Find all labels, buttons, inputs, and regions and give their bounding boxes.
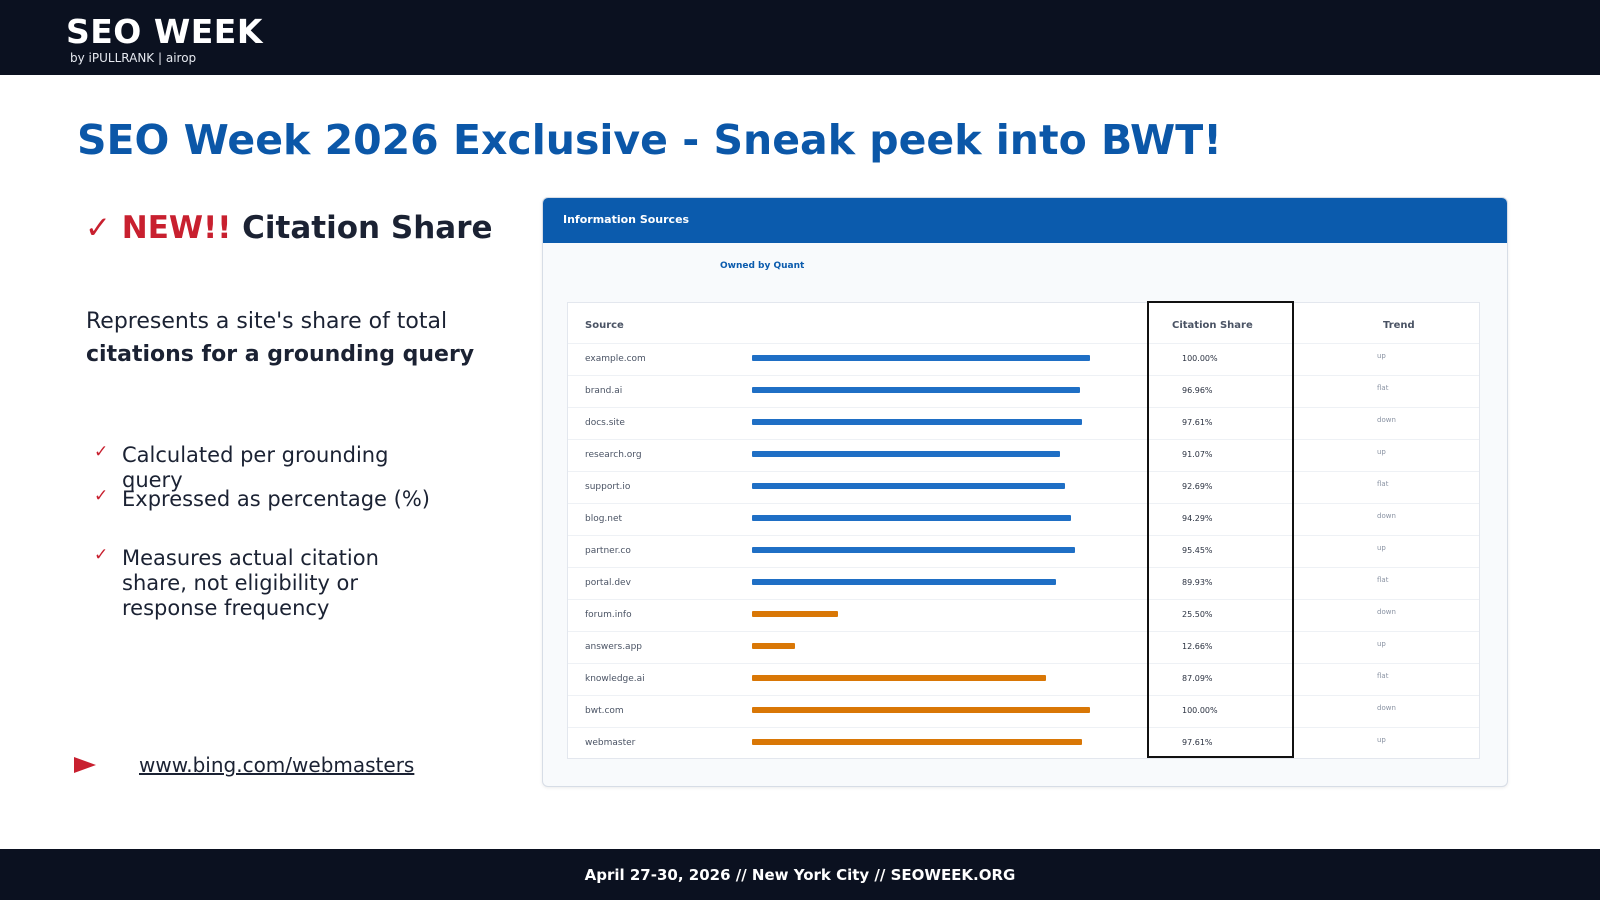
table-row[interactable]: research.org 91.07% up bbox=[568, 439, 1479, 471]
check-icon: ✓ bbox=[94, 486, 109, 506]
citation-share-value: 87.09% bbox=[1182, 674, 1213, 683]
check-icon: ✓ bbox=[94, 545, 109, 565]
table-row[interactable]: bwt.com 100.00% down bbox=[568, 695, 1479, 727]
source-name: brand.ai bbox=[585, 386, 623, 396]
trend-value: flat bbox=[1377, 576, 1389, 584]
trend-value: down bbox=[1377, 512, 1396, 520]
citation-share-bar bbox=[752, 355, 1090, 361]
source-name: support.io bbox=[585, 482, 631, 492]
sources-table: Source Citation Share Trend example.com 1… bbox=[567, 302, 1480, 759]
trend-value: down bbox=[1377, 704, 1396, 712]
citation-share-bar bbox=[752, 483, 1065, 489]
trend-value: down bbox=[1377, 416, 1396, 424]
source-name: bwt.com bbox=[585, 706, 624, 716]
footer-bar: April 27-30, 2026 // New York City // SE… bbox=[0, 849, 1600, 900]
table-row[interactable]: partner.co 95.45% up bbox=[568, 535, 1479, 567]
description-line-2: citations for a grounding query bbox=[86, 342, 475, 367]
citation-share-value: 25.50% bbox=[1182, 610, 1213, 619]
feature-name: Citation Share bbox=[242, 210, 493, 246]
webmasters-link[interactable]: www.bing.com/webmasters bbox=[139, 753, 415, 777]
feature-description: Represents a site's share of total citat… bbox=[86, 305, 486, 371]
source-name: webmaster bbox=[585, 738, 636, 748]
trend-value: flat bbox=[1377, 672, 1389, 680]
trend-value: up bbox=[1377, 448, 1386, 456]
table-row[interactable]: brand.ai 96.96% flat bbox=[568, 375, 1479, 407]
top-bar: SEO WEEK by iPULLRANK | airop bbox=[0, 0, 1600, 75]
citation-share-bar bbox=[752, 419, 1082, 425]
trend-value: up bbox=[1377, 352, 1386, 360]
citation-share-value: 89.93% bbox=[1182, 578, 1213, 587]
citation-share-bar bbox=[752, 707, 1090, 713]
panel-header: Information Sources bbox=[543, 198, 1507, 243]
trend-value: flat bbox=[1377, 480, 1389, 488]
citation-share-value: 100.00% bbox=[1182, 354, 1218, 363]
citation-share-value: 97.61% bbox=[1182, 738, 1213, 747]
table-row[interactable]: example.com 100.00% up bbox=[568, 343, 1479, 375]
seo-week-logo: SEO WEEK bbox=[66, 12, 263, 51]
trend-value: flat bbox=[1377, 384, 1389, 392]
source-name: forum.info bbox=[585, 610, 632, 620]
table-row[interactable]: docs.site 97.61% down bbox=[568, 407, 1479, 439]
citation-share-value: 94.29% bbox=[1182, 514, 1213, 523]
check-icon: ✓ bbox=[94, 442, 109, 462]
source-name: docs.site bbox=[585, 418, 625, 428]
citation-share-bar bbox=[752, 739, 1082, 745]
source-name: research.org bbox=[585, 450, 642, 460]
table-row[interactable]: support.io 92.69% flat bbox=[568, 471, 1479, 503]
arrow-icon bbox=[74, 757, 96, 773]
bullet-text: Expressed as percentage (%) bbox=[122, 487, 430, 511]
citation-share-bar bbox=[752, 547, 1075, 553]
table-row[interactable]: blog.net 94.29% down bbox=[568, 503, 1479, 535]
citation-share-value: 12.66% bbox=[1182, 642, 1213, 651]
bullet-text: Calculated per grounding query bbox=[122, 443, 389, 492]
source-name: blog.net bbox=[585, 514, 623, 524]
citation-share-value: 95.45% bbox=[1182, 546, 1213, 555]
source-name: partner.co bbox=[585, 546, 631, 556]
page-title: SEO Week 2026 Exclusive - Sneak peek int… bbox=[77, 116, 1222, 164]
panel-title: Information Sources bbox=[563, 213, 690, 226]
description-line-1: Represents a site's share of total bbox=[86, 309, 448, 334]
citation-share-value: 97.61% bbox=[1182, 418, 1213, 427]
citation-share-bar bbox=[752, 387, 1080, 393]
citation-share-bar bbox=[752, 643, 795, 649]
column-header-trend[interactable]: Trend bbox=[1383, 320, 1415, 331]
source-name: knowledge.ai bbox=[585, 674, 645, 684]
source-name: example.com bbox=[585, 354, 646, 364]
bullet-text: Measures actual citation share, not elig… bbox=[122, 546, 379, 620]
trend-value: down bbox=[1377, 608, 1396, 616]
new-badge: NEW!! bbox=[121, 210, 232, 246]
citation-share-bar bbox=[752, 675, 1046, 681]
citation-share-bar bbox=[752, 579, 1056, 585]
citation-share-value: 100.00% bbox=[1182, 706, 1218, 715]
trend-value: up bbox=[1377, 544, 1386, 552]
citation-share-bar bbox=[752, 451, 1060, 457]
information-sources-panel: Information Sources Owned by Quant Sourc… bbox=[542, 197, 1508, 787]
column-header-source[interactable]: Source bbox=[585, 320, 624, 331]
citation-share-value: 96.96% bbox=[1182, 386, 1213, 395]
citation-share-bar bbox=[752, 515, 1071, 521]
table-row[interactable]: portal.dev 89.93% flat bbox=[568, 567, 1479, 599]
citation-share-bar bbox=[752, 611, 838, 617]
owned-by-label[interactable]: Owned by Quant bbox=[720, 261, 805, 271]
check-icon: ✓ bbox=[85, 210, 111, 246]
source-name: answers.app bbox=[585, 642, 642, 652]
table-row[interactable]: forum.info 25.50% down bbox=[568, 599, 1479, 631]
citation-share-value: 92.69% bbox=[1182, 482, 1213, 491]
trend-value: up bbox=[1377, 736, 1386, 744]
column-header-citation-share[interactable]: Citation Share bbox=[1172, 320, 1253, 331]
trend-value: up bbox=[1377, 640, 1386, 648]
source-name: portal.dev bbox=[585, 578, 631, 588]
table-row[interactable]: webmaster 97.61% up bbox=[568, 727, 1479, 759]
table-row[interactable]: knowledge.ai 87.09% flat bbox=[568, 663, 1479, 695]
feature-heading: ✓ NEW!! Citation Share bbox=[85, 208, 493, 248]
event-info: April 27-30, 2026 // New York City // SE… bbox=[584, 866, 1016, 884]
logo-sponsors: by iPULLRANK | airop bbox=[70, 51, 197, 65]
citation-share-value: 91.07% bbox=[1182, 450, 1213, 459]
table-row[interactable]: answers.app 12.66% up bbox=[568, 631, 1479, 663]
